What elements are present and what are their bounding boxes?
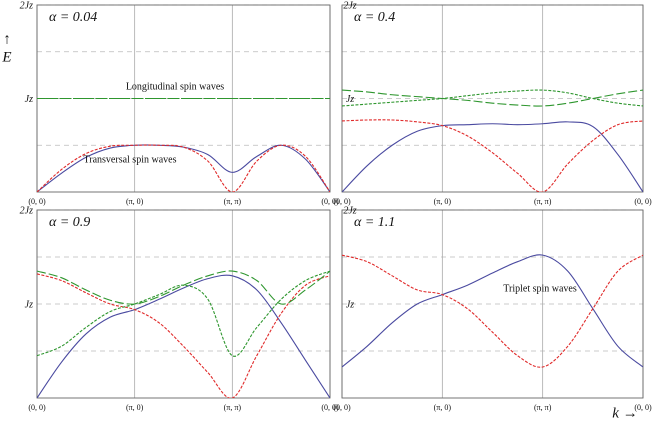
panel-frame xyxy=(36,209,331,399)
curve xyxy=(37,273,330,398)
x-tick-label: (0, 0) xyxy=(333,197,351,206)
x-tick-label: (π, 0) xyxy=(434,403,452,412)
y-axis-arrow: ↑ xyxy=(3,31,11,47)
x-tick-label: (π, π) xyxy=(534,197,552,206)
x-tick-label: (π, 0) xyxy=(126,403,144,412)
x-tick-label: (π, 0) xyxy=(434,197,452,206)
curve xyxy=(37,270,330,357)
x-tick-label: (0, 0) xyxy=(321,197,339,206)
y-tick-label: 2Jz xyxy=(343,205,356,216)
annotation: Triplet spin waves xyxy=(503,283,577,294)
x-tick-label: (0, 0) xyxy=(28,197,46,206)
y-tick-label: Jz xyxy=(346,94,354,105)
y-tick-label: 2Jz xyxy=(343,0,356,11)
curve xyxy=(342,121,643,192)
y-axis-label: E xyxy=(1,49,11,65)
y-tick-label: Jz xyxy=(25,299,33,310)
curve xyxy=(342,119,643,192)
x-tick-label: (0, 0) xyxy=(28,403,46,412)
curve xyxy=(37,274,330,398)
panel-title: α = 1.1 xyxy=(354,215,395,230)
curve xyxy=(37,144,330,192)
y-tick-label: Jz xyxy=(346,299,354,310)
x-tick-label: (π, π) xyxy=(224,197,242,206)
x-tick-label: (π, 0) xyxy=(126,197,144,206)
x-tick-label: (0, 0) xyxy=(634,197,652,206)
x-tick-label: (0, 0) xyxy=(321,403,339,412)
annotation: Transversal spin waves xyxy=(84,154,177,165)
panel-frame xyxy=(341,209,644,399)
annotation: Longitudinal spin waves xyxy=(126,81,224,92)
y-tick-label: Jz xyxy=(25,94,33,105)
x-tick-label: (π, π) xyxy=(534,403,552,412)
x-tick-label: (0, 0) xyxy=(634,403,652,412)
panel-title: α = 0.04 xyxy=(49,10,97,25)
curve xyxy=(342,89,643,107)
panel-frame xyxy=(341,4,644,193)
x-tick-label: (0, 0) xyxy=(333,403,351,412)
x-axis-label: k → xyxy=(612,405,637,421)
y-tick-label: 2Jz xyxy=(20,205,33,216)
curve xyxy=(342,254,643,368)
curve xyxy=(37,144,330,192)
curve xyxy=(342,254,643,368)
panel-title: α = 0.4 xyxy=(354,10,395,25)
y-tick-label: 2Jz xyxy=(20,0,33,11)
x-tick-label: (π, π) xyxy=(224,403,242,412)
panel-title: α = 0.9 xyxy=(49,215,90,230)
